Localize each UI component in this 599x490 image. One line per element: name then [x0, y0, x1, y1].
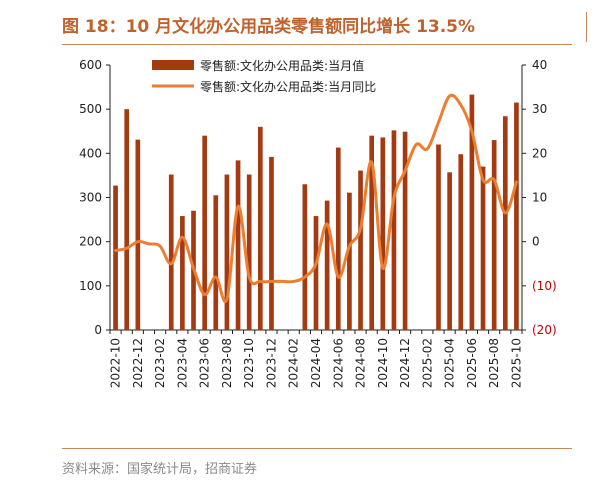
x-tick-label: 2025-08	[487, 338, 501, 388]
x-tick-label: 2023-08	[220, 338, 234, 388]
x-tick-label: 2023-02	[153, 338, 167, 388]
source-note: 资料来源：国家统计局，招商证券	[62, 462, 258, 477]
footer-divider	[62, 448, 572, 449]
legend-swatch-bar	[152, 60, 194, 70]
bar-series	[113, 94, 519, 331]
bar	[324, 200, 330, 330]
y-right-tick-label: 30	[532, 102, 547, 116]
x-tick-label: 2024-08	[354, 338, 368, 388]
chart-title: 图 18：10 月文化办公用品类零售额同比增长 13.5%	[62, 17, 476, 37]
y-left-tick-label: 400	[79, 146, 102, 160]
bar	[180, 216, 185, 330]
legend-label-bar: 零售额:文化办公用品类:当月值	[200, 58, 364, 73]
bar	[124, 109, 130, 331]
y-left-tick-label: 0	[94, 323, 102, 337]
x-tick-label: 2024-04	[309, 338, 323, 388]
x-tick-label: 2022-12	[131, 338, 145, 388]
bar	[246, 174, 252, 330]
x-tick-label: 2022-10	[109, 338, 123, 388]
bar	[391, 130, 397, 330]
y-left-tick-label: 200	[79, 235, 102, 249]
x-tick-label: 2025-06	[465, 338, 479, 388]
x-tick-label: 2025-02	[420, 338, 434, 388]
bar	[257, 126, 263, 330]
x-tick-label: 2023-12	[264, 338, 278, 388]
y-right-tick-label: 40	[532, 58, 547, 72]
bar	[502, 116, 508, 330]
x-tick-label: 2023-10	[242, 338, 256, 388]
bar	[302, 184, 308, 330]
bar	[369, 135, 375, 330]
tick-labels: 0 100 200 300 400 500 600 (20) (10) 0 10 20 30 40 2022…	[79, 58, 557, 388]
bar	[224, 174, 230, 330]
y-right-tick-label: (10)	[532, 279, 557, 293]
bar	[313, 216, 319, 330]
bar	[135, 139, 141, 330]
y-left-tick-label: 300	[79, 191, 102, 205]
y-right-tick-label: 10	[532, 191, 547, 205]
x-tick-label: 2024-02	[287, 338, 301, 388]
bar	[469, 94, 475, 330]
bar	[235, 160, 241, 330]
x-tick-label: 2023-04	[175, 338, 189, 388]
y-right-tick-label: 20	[532, 146, 547, 160]
bar	[202, 135, 207, 330]
x-tick-label: 2025-10	[509, 338, 523, 388]
bar	[491, 140, 497, 330]
bar	[113, 185, 118, 330]
chart: 0 100 200 300 400 500 600 (20) (10) 0 10 20 30 40 2022…	[79, 58, 557, 388]
chart-axes	[106, 64, 526, 334]
bar	[335, 147, 341, 330]
bar	[269, 156, 274, 330]
x-tick-label: 2023-06	[198, 338, 212, 388]
legend-label-line: 零售额:文化办公用品类:当月同比	[200, 79, 376, 94]
bar	[213, 195, 219, 330]
bar	[380, 137, 386, 330]
x-tick-label: 2024-10	[376, 338, 390, 388]
bar	[358, 170, 363, 330]
frame-edge	[586, 12, 587, 42]
y-left-tick-label: 600	[79, 58, 102, 72]
bar	[458, 154, 464, 330]
x-tick-label: 2024-12	[398, 338, 412, 388]
y-left-tick-label: 500	[79, 102, 102, 116]
line-series	[114, 93, 518, 304]
y-right-tick-label: 0	[532, 235, 540, 249]
bar	[168, 174, 174, 330]
bar	[347, 192, 352, 330]
y-right-tick-label: (20)	[532, 323, 557, 337]
y-left-tick-label: 100	[79, 279, 102, 293]
bar	[480, 166, 486, 330]
bar	[447, 172, 452, 330]
bar	[436, 144, 441, 330]
x-tick-label: 2024-06	[331, 338, 345, 388]
x-tick-label: 2025-04	[443, 338, 457, 388]
bar	[514, 102, 519, 331]
title-divider	[62, 44, 572, 45]
bar	[402, 131, 408, 330]
